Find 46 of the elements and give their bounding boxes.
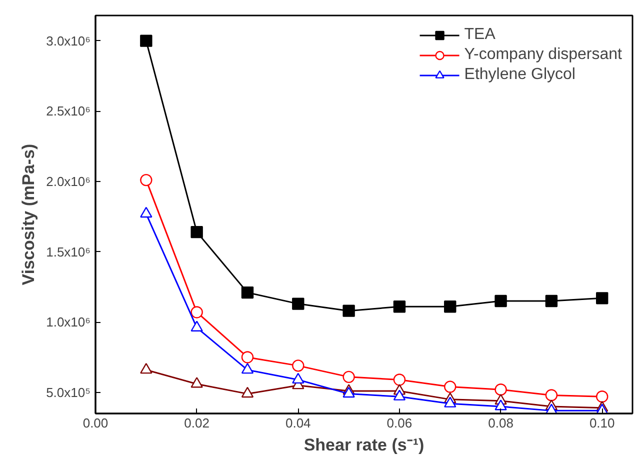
point [494, 294, 507, 308]
point [241, 351, 254, 364]
x-tick-label: 0.02 [184, 416, 210, 430]
point [494, 384, 507, 396]
x-tick-label: 0.10 [589, 416, 615, 430]
point [342, 370, 355, 384]
x-tick-label: 0.06 [386, 416, 412, 430]
y-tick-label: 2.5x10⁶ [46, 104, 91, 119]
point [190, 226, 203, 238]
point [444, 300, 456, 313]
point [393, 390, 406, 400]
legend-label: TEA [464, 26, 496, 44]
point [292, 372, 304, 384]
point [393, 374, 406, 386]
point [342, 386, 355, 398]
y-tick-label: 5.0x10⁵ [46, 384, 90, 400]
point [241, 286, 254, 299]
y-tick-label: 1.0x10⁶ [46, 314, 91, 330]
point [444, 380, 456, 393]
legend-label: Y-company dispersant [464, 46, 622, 64]
point [241, 386, 254, 398]
point [596, 292, 608, 304]
point [596, 390, 608, 403]
x-tick-label: 0.08 [488, 416, 514, 430]
point [444, 396, 456, 408]
point [140, 362, 152, 374]
point [292, 360, 304, 372]
point [190, 306, 203, 318]
y-tick-label: 1.5x10⁶ [46, 244, 91, 260]
point [494, 400, 507, 410]
point [292, 298, 304, 310]
point [393, 300, 406, 313]
legend-label: Ethylene Glycol [464, 66, 576, 84]
point [545, 389, 558, 402]
x-tick-label: 0.00 [82, 416, 108, 430]
y-tick-label: 2.0x10⁶ [46, 174, 91, 189]
point [241, 362, 254, 374]
y-tick-label: 3.0x10⁶ [46, 33, 91, 48]
point [140, 174, 152, 186]
point [190, 377, 203, 388]
point [190, 320, 203, 332]
point [545, 294, 558, 308]
x-tick-label: 0.04 [285, 416, 311, 430]
point [342, 304, 355, 317]
y-axis-title: Viscosity (mPa-s) [19, 144, 38, 286]
x-axis-title: Shear rate (s⁻¹) [304, 436, 424, 454]
